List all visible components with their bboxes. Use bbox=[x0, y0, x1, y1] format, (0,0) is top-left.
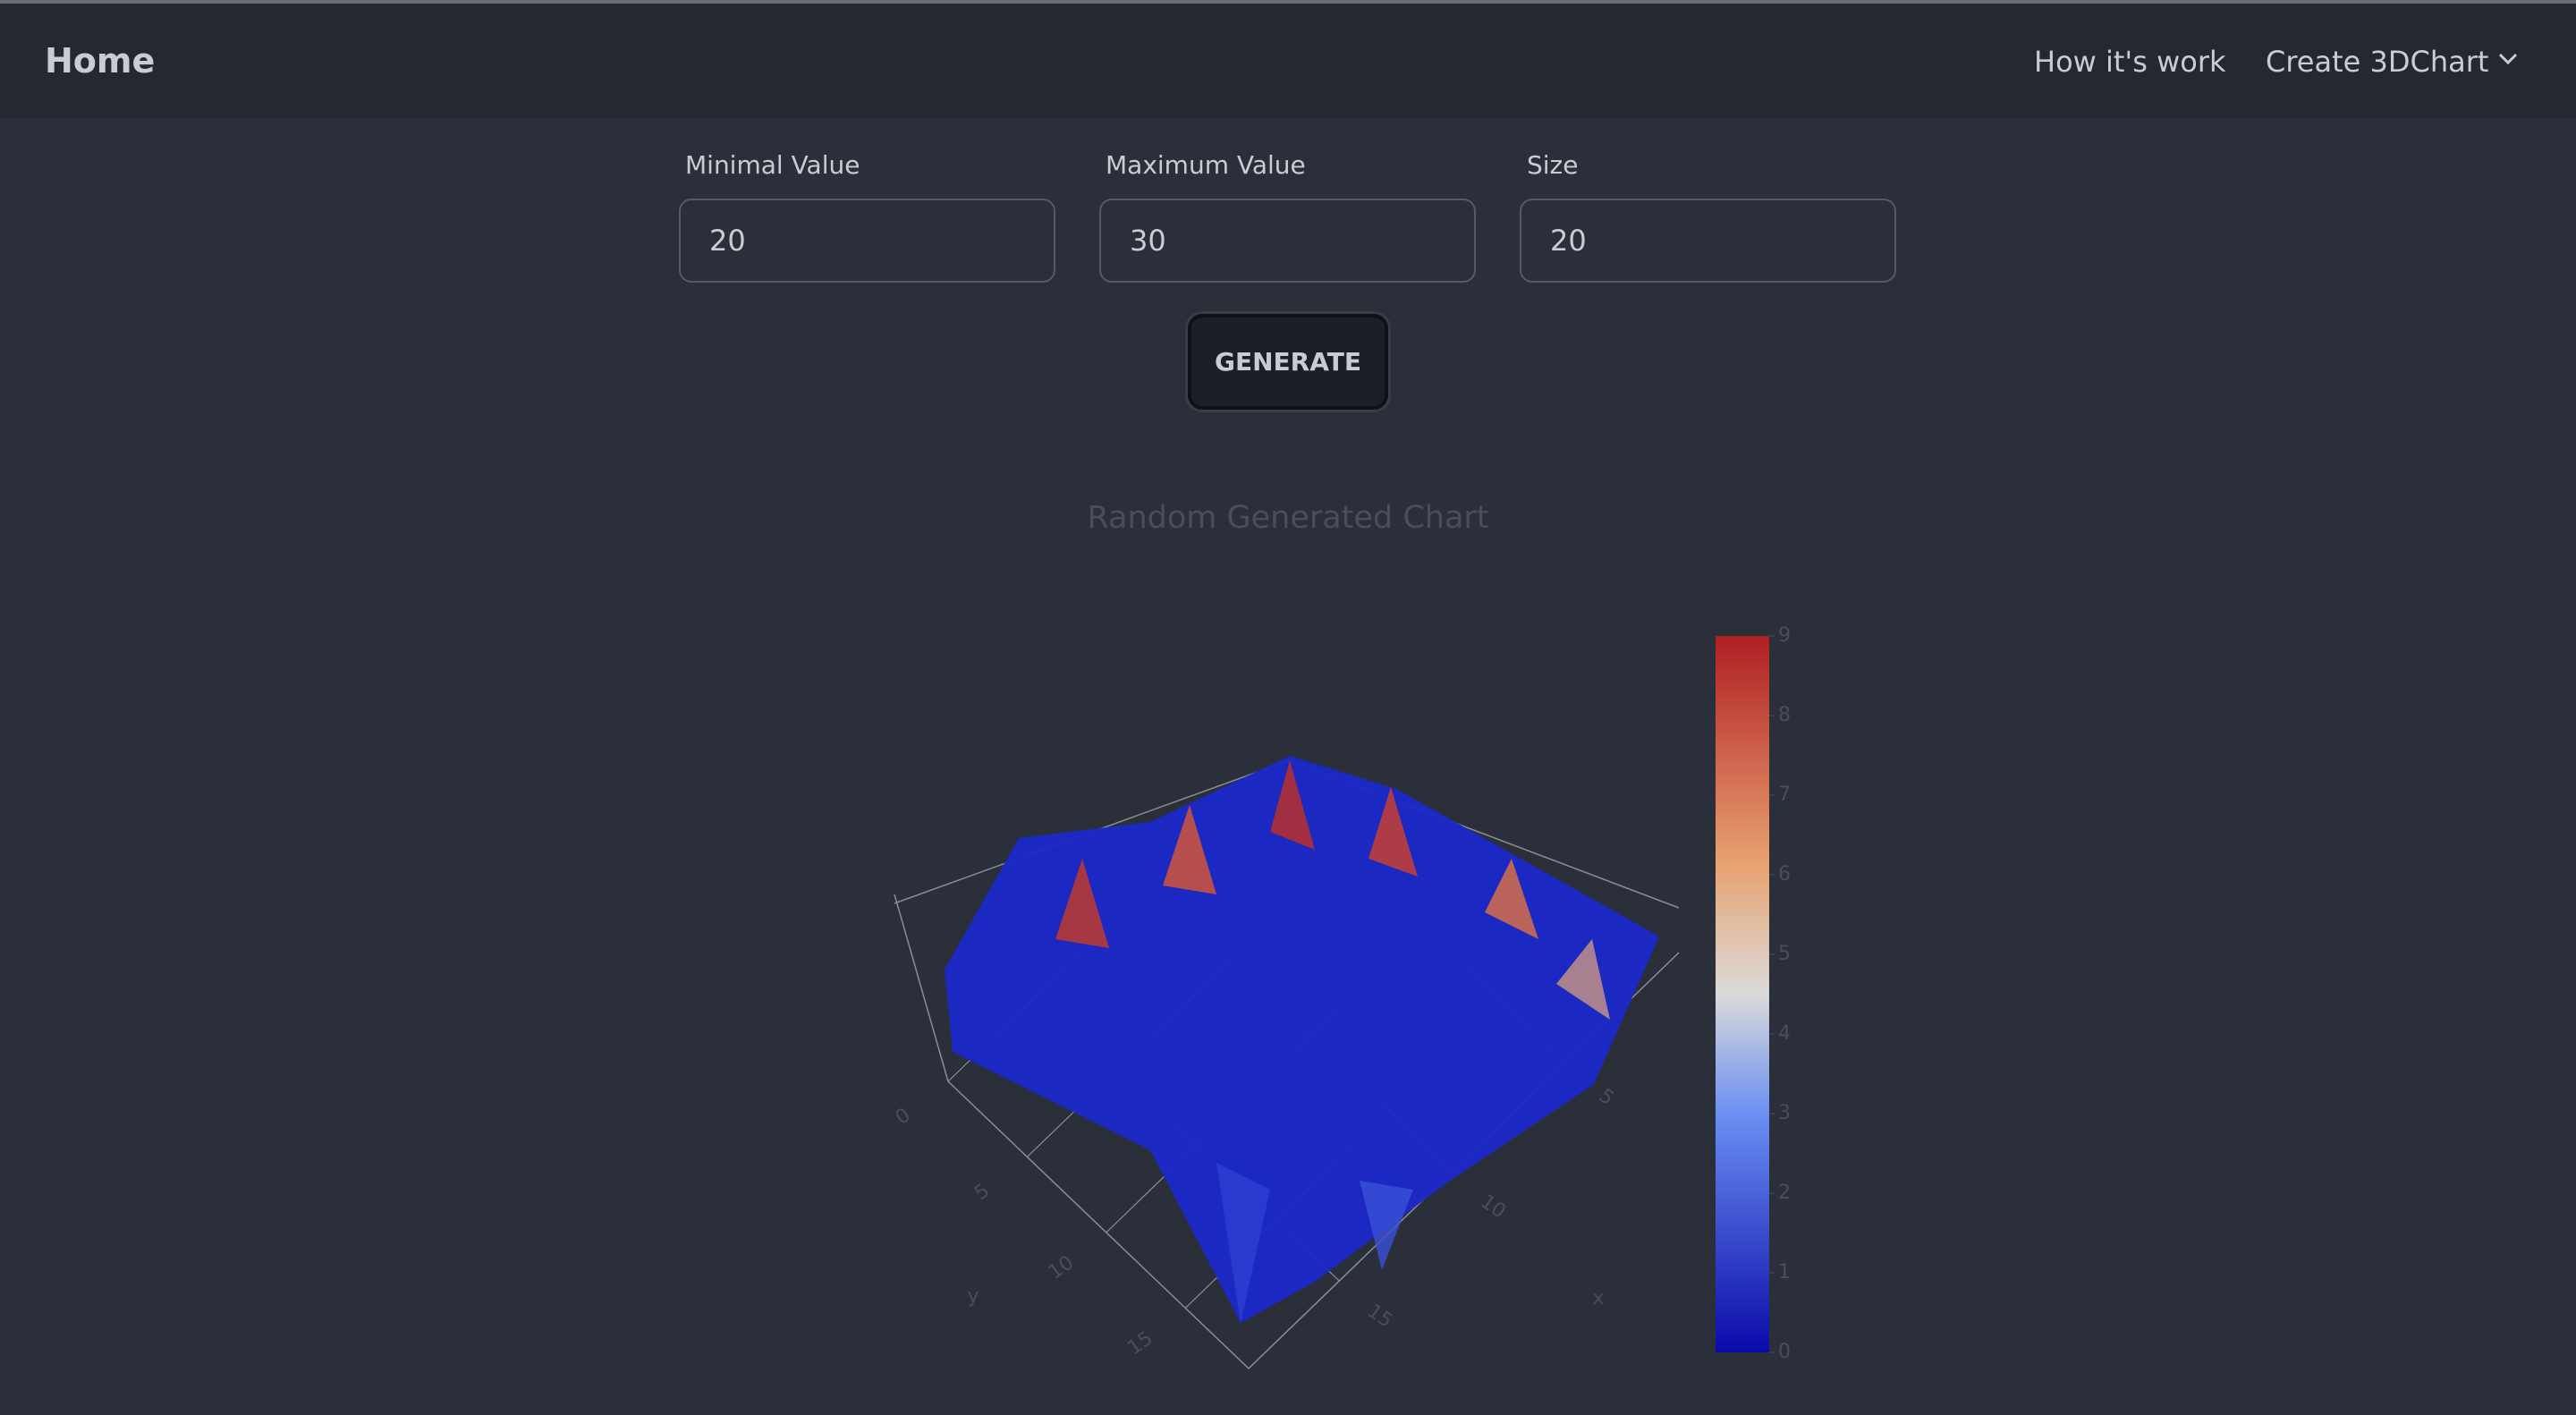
x-tick-label: 15 bbox=[1363, 1300, 1396, 1333]
generate-button[interactable]: GENERATE bbox=[1188, 314, 1388, 410]
colorbar-tick-label: 7 bbox=[1778, 784, 1791, 806]
colorbar-tick-label: 3 bbox=[1778, 1102, 1791, 1124]
colorbar bbox=[1716, 636, 1769, 1352]
y-tick-label: 5 bbox=[970, 1180, 994, 1206]
grid-line bbox=[1027, 928, 1265, 1157]
nav-link[interactable]: How it's work bbox=[2034, 45, 2226, 79]
colorbar-tick-label: 0 bbox=[1778, 1341, 1791, 1363]
field-label: Maximum Value bbox=[1106, 150, 1306, 180]
surface bbox=[945, 756, 1659, 1324]
size-input[interactable] bbox=[1520, 199, 1896, 283]
grid-line bbox=[1400, 903, 1566, 1063]
axis-title: x bbox=[1592, 1287, 1604, 1309]
brand[interactable]: Home bbox=[45, 41, 156, 80]
navbar: Home How it's work Create 3DChart bbox=[0, 4, 2576, 118]
top-border bbox=[0, 0, 2576, 4]
x-tick-label: 5 bbox=[1595, 1085, 1618, 1111]
min-input[interactable] bbox=[679, 199, 1055, 283]
axis-title: y bbox=[967, 1285, 979, 1308]
axis-box bbox=[894, 759, 1680, 1370]
nav-link[interactable]: Create 3DChart bbox=[2266, 45, 2489, 79]
grid-line bbox=[947, 852, 1185, 1082]
y-tick-label: 0 bbox=[892, 1104, 915, 1130]
grid-line bbox=[1184, 1079, 1423, 1309]
colorbar-tick-label: 5 bbox=[1778, 943, 1791, 965]
y-tick-label: 10 bbox=[1045, 1251, 1078, 1284]
grid-line bbox=[1286, 1013, 1453, 1173]
dropdown-chevron[interactable] bbox=[2497, 52, 2519, 66]
colorbar-tick-label: 1 bbox=[1778, 1261, 1791, 1284]
grid-line bbox=[1106, 1003, 1343, 1233]
colorbar-tick-label: 2 bbox=[1778, 1182, 1791, 1204]
grid-line bbox=[1174, 1123, 1340, 1282]
colorbar-tick-label: 6 bbox=[1778, 863, 1791, 885]
max-input[interactable] bbox=[1099, 199, 1476, 283]
field-label: Minimal Value bbox=[685, 150, 860, 180]
colorbar-tick-label: 4 bbox=[1778, 1022, 1791, 1045]
field-label: Size bbox=[1527, 150, 1579, 180]
colorbar-tick-label: 9 bbox=[1778, 624, 1791, 647]
chart-title: Random Generated Chart bbox=[1087, 500, 1488, 536]
y-tick-label: 15 bbox=[1123, 1327, 1157, 1360]
x-tick-label: 10 bbox=[1476, 1190, 1509, 1224]
colorbar-tick-label: 8 bbox=[1778, 704, 1791, 726]
